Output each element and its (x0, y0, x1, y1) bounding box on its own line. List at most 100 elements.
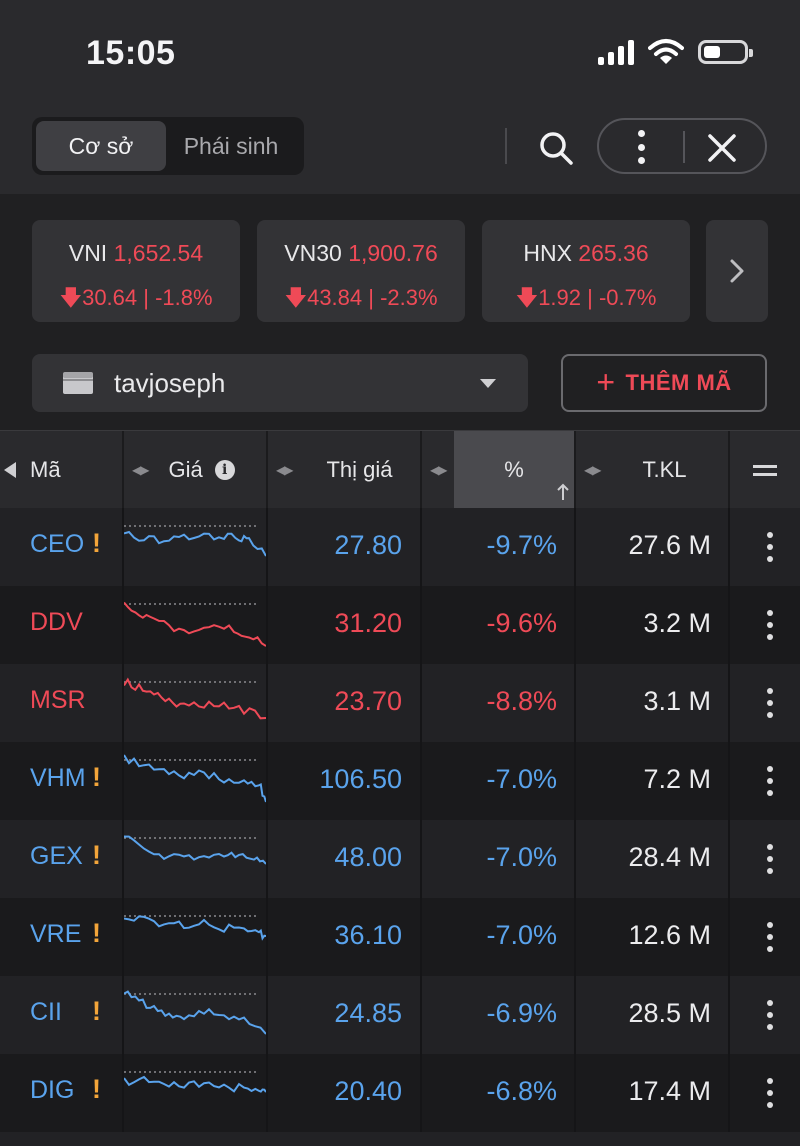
sort-ascending-icon (557, 483, 569, 500)
column-separator (266, 976, 268, 1054)
index-card-vni[interactable]: VNI 1,652.54 🡇30.64 | -1.8% (32, 220, 240, 322)
last-price: 36.10 (334, 920, 402, 950)
arrow-down-icon: 🡇 (59, 285, 83, 310)
column-header-percent[interactable]: % (454, 431, 574, 509)
column-separator (266, 586, 268, 664)
plus-icon: + (596, 364, 616, 400)
stock-symbol[interactable]: DIG (30, 1076, 75, 1104)
index-value: 1,652.54 (113, 240, 204, 266)
warning-icon[interactable]: ! (92, 996, 101, 1026)
warning-icon[interactable]: ! (92, 918, 101, 948)
row-more-icon[interactable] (765, 610, 775, 640)
table-row[interactable]: DDV 31.20 -9.6% 3.2 M (0, 586, 800, 664)
column-separator (728, 976, 730, 1054)
total-volume: 27.6 M (628, 530, 711, 560)
table-row[interactable]: DIG ! 20.40 -6.8% 17.4 M (0, 1054, 800, 1132)
percent-change: -9.6% (486, 608, 557, 638)
arrow-down-icon: 🡇 (515, 285, 539, 310)
warning-icon[interactable]: ! (92, 762, 101, 792)
column-settings-button[interactable] (730, 431, 800, 509)
resize-handle-icon[interactable]: ◀▶ (430, 463, 447, 477)
index-change: 43.84 | -2.3% (307, 285, 438, 310)
arrow-down-icon: 🡇 (284, 285, 308, 310)
warning-icon[interactable]: ! (92, 1074, 101, 1104)
column-separator (420, 742, 422, 820)
search-button[interactable] (534, 126, 578, 170)
column-separator (420, 1054, 422, 1132)
warning-icon[interactable]: ! (92, 528, 101, 558)
column-separator (420, 820, 422, 898)
stock-symbol[interactable]: VHM (30, 764, 86, 792)
stock-symbol[interactable]: DDV (30, 608, 83, 636)
column-separator (728, 1054, 730, 1132)
stock-symbol[interactable]: CEO (30, 530, 85, 558)
row-more-icon[interactable] (765, 688, 775, 718)
row-more-icon[interactable] (765, 1078, 775, 1108)
add-symbol-button[interactable]: + THÊM MÃ (561, 354, 767, 412)
total-volume: 28.4 M (628, 842, 711, 872)
row-more-icon[interactable] (765, 922, 775, 952)
table-row[interactable]: CII ! 24.85 -6.9% 28.5 M (0, 976, 800, 1054)
market-index-panel: VNI 1,652.54 🡇30.64 | -1.8% VN30 1,900.7… (0, 194, 800, 430)
watchlist-selector[interactable]: tavjoseph (32, 354, 528, 412)
column-separator (728, 898, 730, 976)
folder-icon (63, 372, 93, 394)
row-more-icon[interactable] (765, 766, 775, 796)
sparkline-path (124, 1075, 266, 1093)
stock-symbol[interactable]: CII (30, 998, 62, 1026)
column-separator (728, 508, 730, 586)
column-separator (122, 976, 124, 1054)
close-icon[interactable] (705, 131, 739, 165)
column-header-symbol[interactable]: Mã (0, 431, 122, 509)
total-volume: 12.6 M (628, 920, 711, 950)
column-header-last-price[interactable]: ◀▶ Thị giá (276, 457, 393, 482)
app-capsule (597, 118, 767, 174)
table-row[interactable]: GEX ! 48.00 -7.0% 28.4 M (0, 820, 800, 898)
index-card-hnx[interactable]: HNX 265.36 🡇1.92 | -0.7% (482, 220, 690, 322)
sparkline-path (124, 677, 266, 720)
row-more-icon[interactable] (765, 844, 775, 874)
column-separator (574, 742, 576, 820)
sparkline-chart (124, 525, 266, 557)
stock-symbol[interactable]: VRE (30, 920, 82, 948)
column-resize-pct[interactable]: ◀▶ (422, 431, 454, 509)
column-separator (122, 820, 124, 898)
row-more-icon[interactable] (765, 1000, 775, 1030)
warning-icon[interactable]: ! (92, 840, 101, 870)
tab-co-so[interactable]: Cơ sở (36, 121, 166, 171)
more-vertical-icon[interactable] (629, 130, 653, 164)
column-separator (266, 431, 268, 509)
column-header-price[interactable]: ◀▶ Giá i (124, 431, 266, 509)
column-separator (122, 586, 124, 664)
resize-handle-icon[interactable]: ◀▶ (584, 463, 601, 477)
column-separator (574, 431, 576, 509)
search-icon (540, 132, 573, 165)
status-time: 15:05 (86, 34, 176, 72)
index-change: 1.92 | -0.7% (538, 285, 657, 310)
table-row[interactable]: CEO ! 27.80 -9.7% 27.6 M (0, 508, 800, 586)
column-separator (122, 898, 124, 976)
stock-symbol[interactable]: MSR (30, 686, 86, 714)
table-row[interactable] (0, 1132, 800, 1146)
next-indices-button[interactable] (706, 220, 768, 322)
column-header-volume[interactable]: ◀▶ T.KL (584, 457, 687, 482)
table-row[interactable]: VRE ! 36.10 -7.0% 12.6 M (0, 898, 800, 976)
info-icon[interactable]: i (214, 460, 235, 480)
resize-handle-icon[interactable]: ◀▶ (132, 463, 149, 477)
index-card-vn30[interactable]: VN30 1,900.76 🡇43.84 | -2.3% (257, 220, 465, 322)
stock-symbol[interactable]: GEX (30, 842, 83, 870)
column-separator (266, 508, 268, 586)
row-more-icon[interactable] (765, 532, 775, 562)
status-icons (598, 38, 753, 66)
tab-phai-sinh[interactable]: Phái sinh (183, 132, 279, 159)
table-row[interactable]: MSR 23.70 -8.8% 3.1 M (0, 664, 800, 742)
chevron-right-icon (730, 259, 744, 283)
percent-change: -7.0% (486, 764, 557, 794)
percent-change: -6.9% (486, 998, 557, 1028)
percent-change: -7.0% (486, 920, 557, 950)
column-separator (574, 664, 576, 742)
last-price: 23.70 (334, 686, 402, 716)
column-separator (420, 586, 422, 664)
table-row[interactable]: VHM ! 106.50 -7.0% 7.2 M (0, 742, 800, 820)
resize-handle-icon[interactable]: ◀▶ (276, 463, 293, 477)
